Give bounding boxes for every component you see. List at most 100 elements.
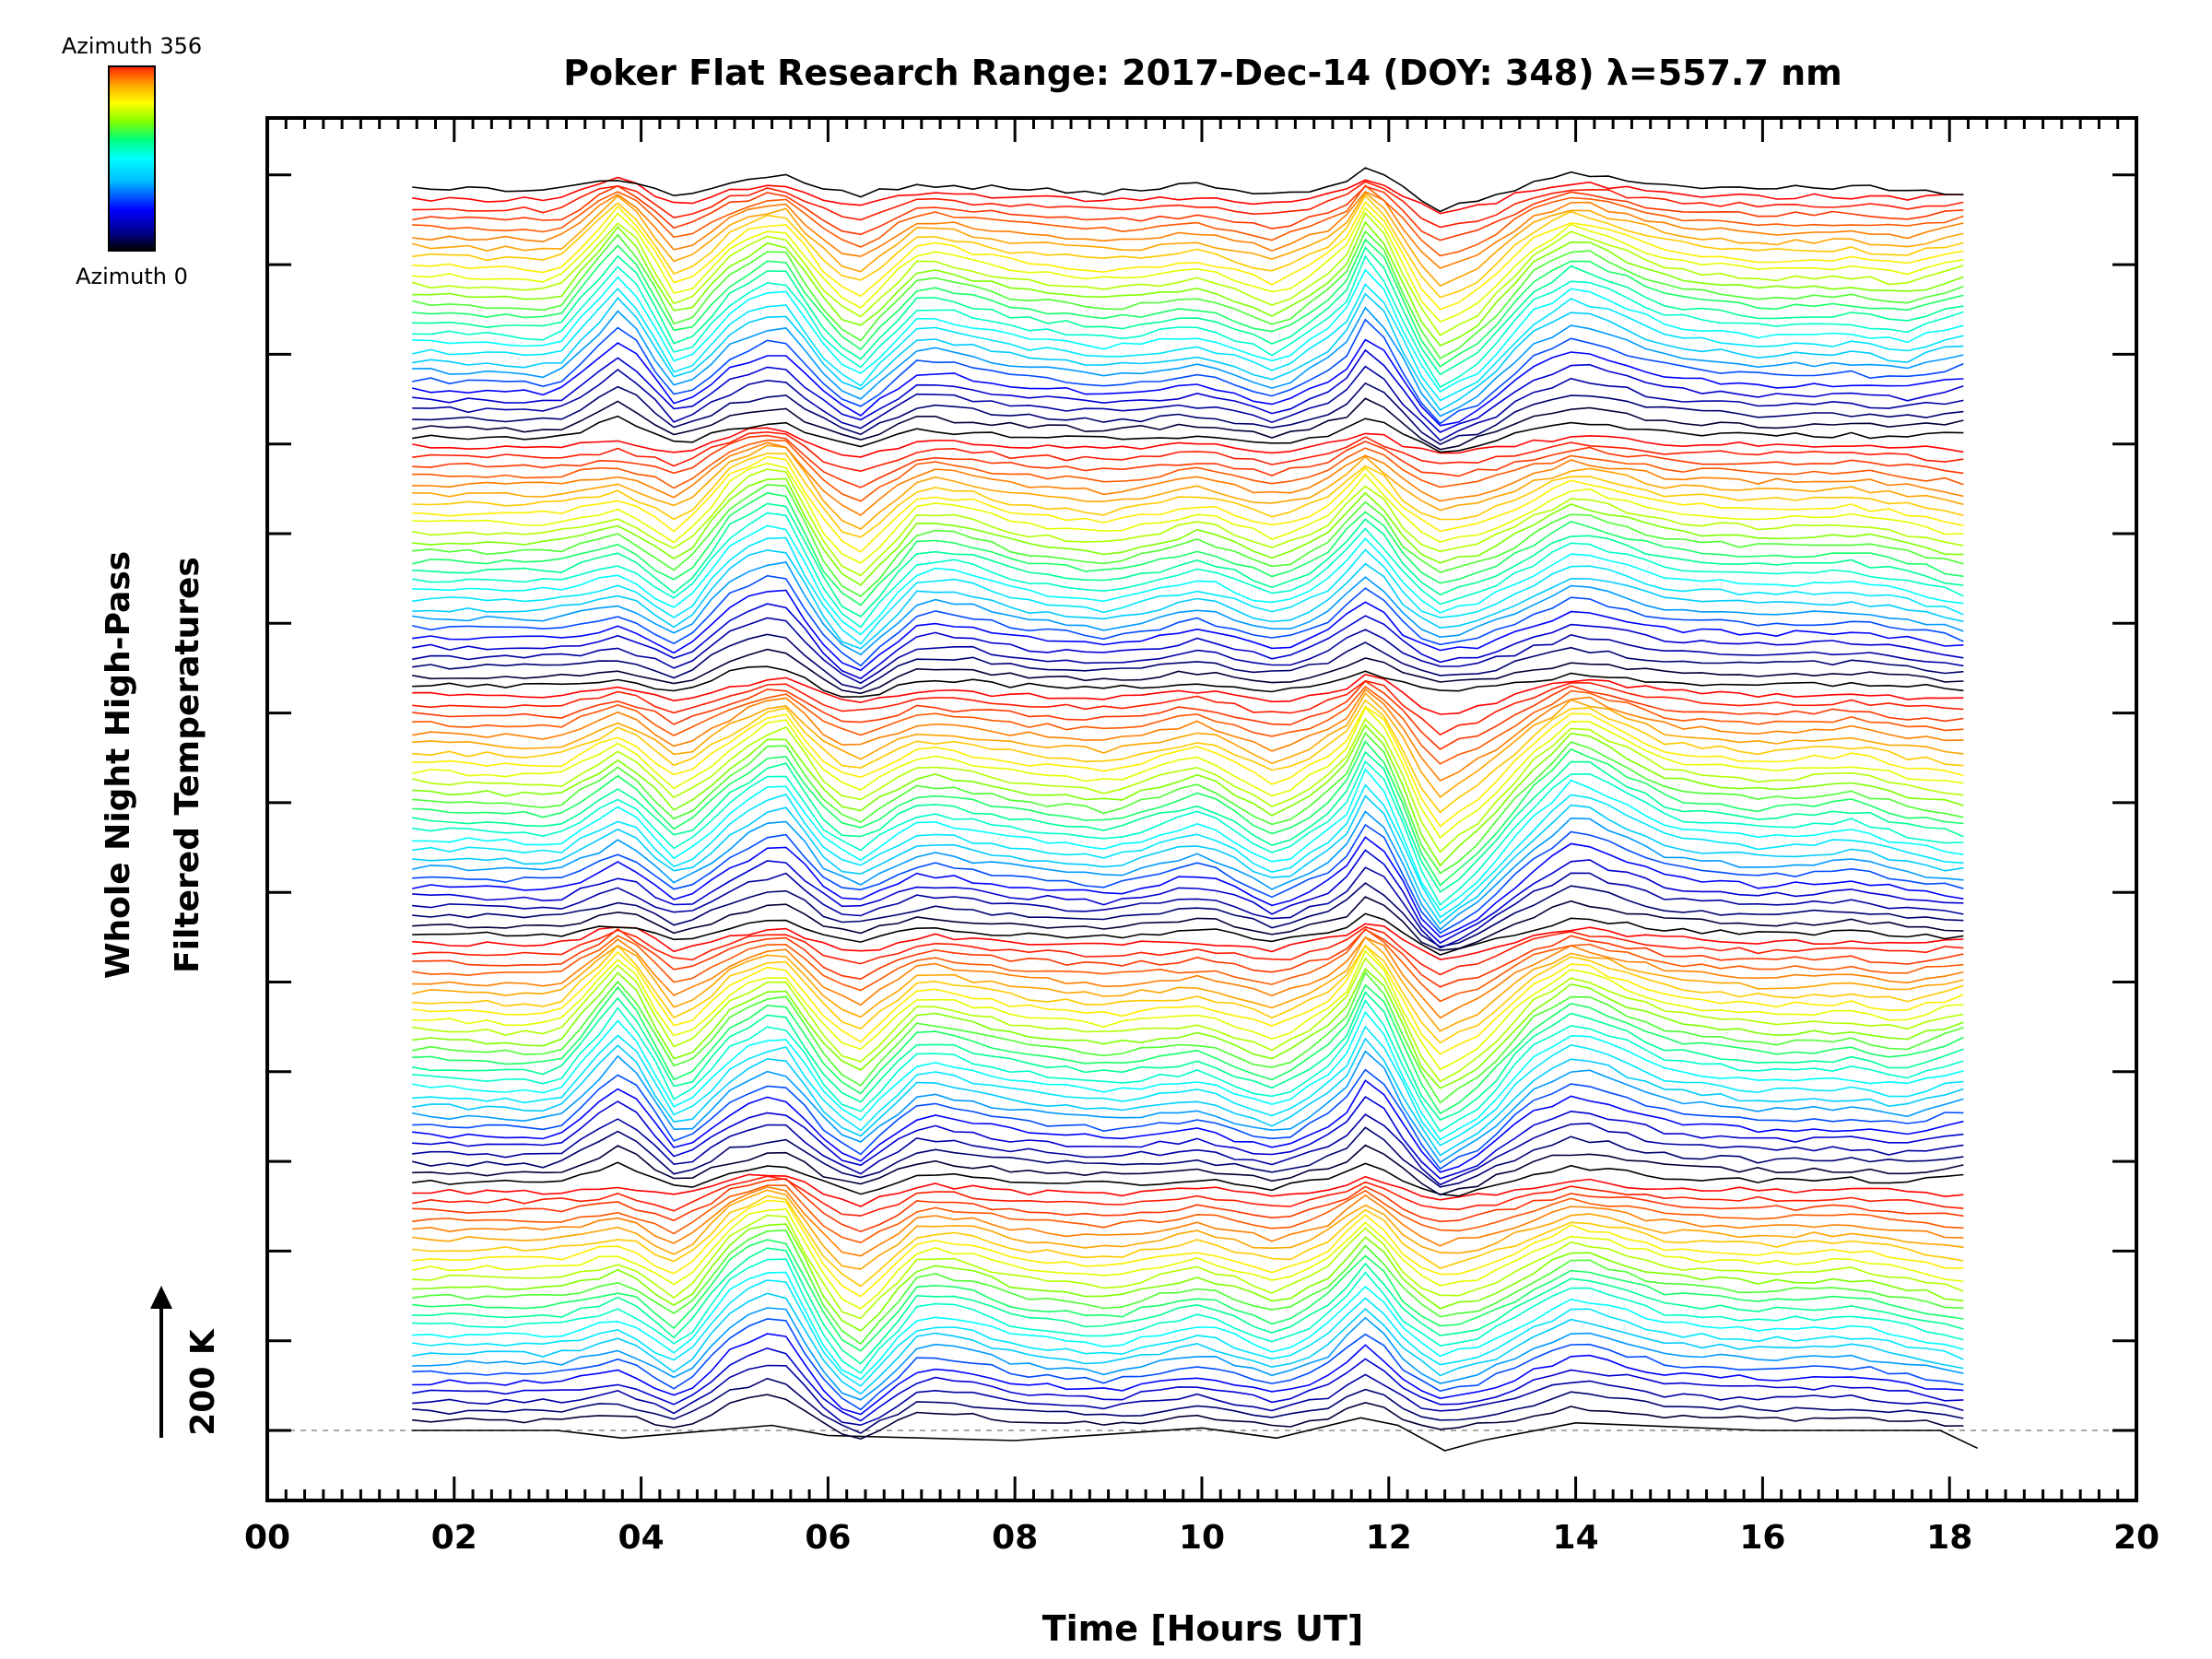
series-line	[412, 397, 1964, 451]
series-line	[412, 1230, 1964, 1346]
series-line	[412, 1184, 1964, 1244]
y-axis-label-line-1: Whole Night High-Pass	[100, 551, 137, 979]
series-line	[412, 691, 1964, 799]
series-line	[412, 318, 1964, 425]
series-line	[412, 866, 1964, 949]
series-line	[412, 823, 1964, 935]
series-line	[412, 1050, 1964, 1164]
series-line	[412, 477, 1964, 586]
series-line	[412, 928, 1964, 1003]
series-line	[412, 1207, 1964, 1310]
series-line	[412, 944, 1964, 1044]
chart-title: Poker Flat Research Range: 2017-Dec-14 (…	[563, 53, 1842, 93]
series-line	[412, 732, 1964, 875]
series-line	[412, 1258, 1964, 1374]
series-line	[412, 1173, 1964, 1207]
series-line	[412, 181, 1964, 229]
x-tick-label: 18	[1926, 1519, 1972, 1557]
series-line	[412, 1292, 1964, 1395]
series-line	[412, 603, 1964, 680]
series-line	[412, 194, 1964, 299]
series-line	[412, 717, 1964, 853]
series-line	[412, 468, 1964, 577]
series-line	[412, 1347, 1964, 1422]
series-line	[412, 536, 1964, 645]
series-line	[412, 665, 1964, 698]
series-line	[412, 1417, 1978, 1452]
series-line	[412, 444, 1964, 530]
colorbar-bottom-label: Azimuth 0	[76, 264, 188, 289]
series-line	[412, 912, 1964, 956]
series-line	[412, 1079, 1964, 1173]
series-line	[412, 524, 1964, 636]
series-line	[412, 184, 1964, 257]
colorbar-gradient	[108, 65, 156, 252]
series-line	[412, 750, 1964, 893]
x-tick-label: 04	[618, 1519, 665, 1557]
series-line	[412, 306, 1964, 418]
series-line	[412, 434, 1964, 488]
series-line	[412, 455, 1964, 553]
x-tick-label: 06	[805, 1519, 851, 1557]
x-tick-label: 10	[1179, 1519, 1225, 1557]
scale-arrow	[150, 1286, 172, 1438]
x-tick-label: 08	[992, 1519, 1038, 1557]
series-line	[412, 1037, 1964, 1157]
series-line	[412, 415, 1964, 453]
series-line	[412, 430, 1964, 473]
series-line	[412, 896, 1964, 951]
series-line	[412, 441, 1964, 516]
series-line	[412, 268, 1964, 394]
x-tick-label: 14	[1553, 1519, 1599, 1557]
series-line	[412, 680, 1964, 750]
series-line	[412, 201, 1964, 311]
series-line	[412, 492, 1964, 606]
x-tick-label: 20	[2113, 1519, 2159, 1557]
series-line	[412, 1214, 1964, 1320]
series-line	[412, 1096, 1964, 1180]
series-line	[411, 211, 1964, 336]
series-line	[412, 967, 1964, 1089]
series-line	[412, 836, 1964, 938]
series-line	[412, 679, 1964, 736]
series-line	[412, 1333, 1964, 1416]
series-line	[412, 1271, 1964, 1381]
series-line	[412, 191, 1964, 269]
series-line	[412, 617, 1964, 685]
series-line	[412, 935, 1964, 1032]
scale-label: 200 K	[184, 1328, 222, 1436]
series-line	[412, 945, 1964, 1055]
series-line	[412, 1068, 1964, 1171]
series-line	[412, 246, 1964, 376]
series-line	[412, 365, 1964, 441]
series-line	[412, 1175, 1964, 1217]
series-line	[412, 971, 1964, 1104]
series-line	[412, 1025, 1964, 1147]
series-line	[412, 1189, 1964, 1270]
series-line	[412, 1194, 1964, 1288]
series-line	[412, 648, 1964, 695]
series-line	[412, 927, 1964, 988]
series-line	[412, 1010, 1964, 1141]
series-line	[412, 1178, 1964, 1233]
colorbar-top-label: Azimuth 356	[62, 33, 202, 59]
series-line	[412, 502, 1964, 618]
series-line	[412, 794, 1964, 924]
series-line	[412, 1247, 1964, 1365]
series-line	[412, 740, 1964, 887]
series-line	[412, 549, 1964, 650]
series-line	[412, 849, 1964, 945]
series-line	[412, 453, 1964, 538]
series-line	[412, 1239, 1964, 1352]
series-line	[412, 957, 1964, 1083]
series-line	[412, 1318, 1964, 1411]
series-line	[412, 685, 1964, 765]
series-line	[412, 229, 1964, 359]
series-line	[412, 589, 1964, 672]
series-line	[412, 633, 1964, 690]
series-line	[412, 699, 1964, 814]
series-line	[412, 561, 1964, 656]
series-line	[412, 220, 1964, 347]
x-tick-label: 12	[1366, 1519, 1412, 1557]
